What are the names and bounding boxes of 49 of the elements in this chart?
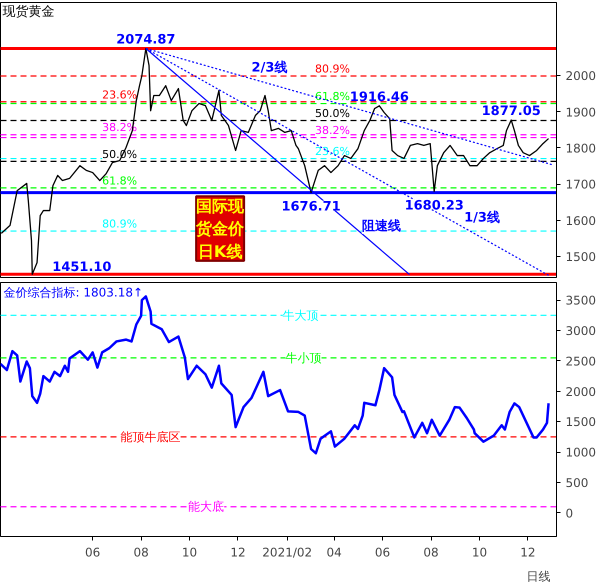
annotation: 2074.87 — [116, 32, 176, 48]
x-tick-label: 12 — [230, 546, 246, 560]
text: 日线 — [526, 570, 550, 584]
ref-line-label: 牛小顶 — [286, 350, 322, 365]
x-tick-label: 08 — [423, 546, 439, 560]
ref-line-label: 能顶牛底区 — [120, 430, 181, 444]
annotation: 23.6% — [102, 88, 138, 102]
series-label: 1/3线 — [464, 210, 500, 226]
chart-title: 现货黄金 — [2, 4, 54, 20]
annotation: 61.8% — [315, 90, 350, 104]
y-tick-label: 3500 — [566, 294, 596, 308]
y-tick-label: 1900 — [566, 105, 596, 120]
y-tick-label: 0 — [566, 506, 574, 520]
y-tick-label: 1500 — [566, 415, 596, 430]
annotation: 国际现货金价日K线 — [195, 196, 246, 261]
annotation: 1877.05 — [482, 104, 541, 120]
y-tick-label: 3000 — [566, 324, 596, 338]
x-tick-label: 08 — [133, 546, 149, 560]
x-tick-label: 12 — [520, 546, 536, 560]
annotation: 1451.10 — [52, 260, 112, 276]
x-tick-label: 04 — [326, 546, 342, 560]
y-tick-label: 500 — [566, 476, 588, 490]
y-tick-label: 2000 — [566, 69, 596, 84]
x-tick-label: 10 — [182, 546, 198, 560]
y-tick-label: 1700 — [566, 178, 596, 192]
annotation: 1916.46 — [350, 90, 409, 105]
y-tick-label: 2500 — [566, 354, 596, 368]
series-label: 2/3线 — [252, 60, 288, 76]
annotation: 38.2% — [315, 124, 350, 138]
annotation: 80.9% — [315, 62, 350, 76]
annotation: 1680.23 — [404, 198, 464, 214]
y-tick-label: 1800 — [566, 141, 596, 156]
x-tick-label: 06 — [374, 546, 390, 560]
y-tick-label: 1600 — [566, 214, 596, 228]
series-label: 阻速线 — [362, 218, 401, 234]
y-tick-label: 2000 — [566, 384, 596, 399]
x-tick-label: 2021/02 — [262, 546, 312, 560]
annotation: 80.9% — [102, 218, 138, 231]
annotation: 1676.71 — [281, 200, 341, 215]
x-tick-label: 10 — [472, 546, 488, 560]
ref-line-label: 牛大顶 — [282, 308, 319, 322]
annotation: 61.8% — [102, 174, 138, 188]
chart-title: 金价综合指标: 1803.18↑ — [4, 286, 144, 300]
y-tick-label: 1000 — [566, 446, 596, 460]
annotation: 23.6% — [315, 145, 350, 158]
x-tick-label: 06 — [85, 546, 100, 560]
ref-line-label: 能大底 — [188, 500, 224, 514]
y-tick-label: 1500 — [566, 250, 596, 264]
annotation: 50.0% — [315, 107, 350, 120]
